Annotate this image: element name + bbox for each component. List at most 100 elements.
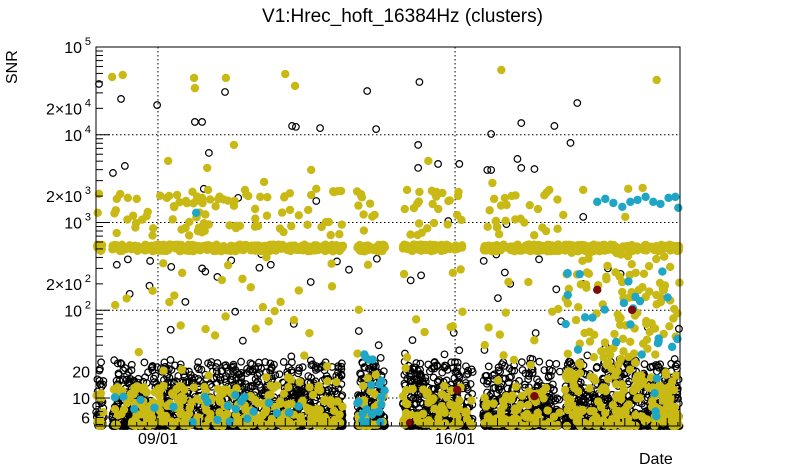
yellow-marker: [284, 383, 293, 392]
yellow-marker: [328, 187, 338, 196]
yellow-marker: [632, 394, 642, 403]
open-marker: [640, 360, 649, 369]
yellow-marker: [642, 319, 651, 329]
open-marker: [453, 358, 462, 367]
yellow-marker: [621, 212, 630, 222]
yellow-marker: [211, 202, 220, 211]
cyan-marker: [626, 197, 635, 207]
yellow-marker: [409, 203, 419, 213]
yellow-marker: [571, 409, 580, 418]
yellow-marker: [626, 337, 635, 347]
open-marker: [374, 341, 383, 350]
yellow-marker: [168, 215, 177, 224]
yellow-marker: [327, 259, 336, 268]
yellow-marker: [627, 259, 636, 269]
cyan-marker: [573, 345, 583, 354]
yellow-marker: [402, 353, 412, 362]
yellow-marker: [266, 390, 275, 399]
open-marker: [306, 356, 315, 365]
open-marker: [518, 366, 527, 374]
y-tick-label: 2×10: [46, 277, 82, 294]
yellow-marker: [275, 224, 285, 233]
cyan-marker: [618, 202, 627, 212]
yellow-marker: [127, 417, 137, 427]
open-marker: [218, 366, 227, 375]
yellow-marker: [554, 246, 563, 255]
cyan-marker: [635, 296, 645, 306]
yellow-marker: [443, 220, 452, 229]
open-marker: [545, 398, 554, 407]
open-marker: [517, 164, 526, 172]
yellow-marker: [513, 415, 522, 424]
yellow-marker: [363, 260, 373, 270]
yellow-marker: [317, 222, 326, 232]
open-marker: [414, 376, 422, 385]
yellow-marker: [652, 254, 661, 264]
yellow-marker: [458, 307, 467, 316]
yellow-marker: [128, 211, 138, 220]
cyan-marker: [600, 305, 609, 314]
yellow-marker: [280, 192, 289, 201]
yellow-marker: [665, 262, 675, 272]
yellow-marker: [402, 399, 412, 409]
yellow-marker: [246, 283, 255, 292]
open-marker: [287, 366, 296, 375]
open-marker: [194, 375, 203, 383]
yellow-marker: [142, 418, 152, 427]
yellow-marker: [511, 215, 520, 224]
yellow-marker: [574, 417, 583, 427]
open-marker: [406, 276, 415, 285]
open-marker: [140, 358, 149, 367]
yellow-marker: [246, 246, 256, 255]
yellow-marker: [612, 367, 622, 376]
cyan-marker: [664, 193, 673, 203]
open-marker: [583, 391, 592, 400]
yellow-marker: [353, 349, 362, 358]
cyan-marker: [294, 402, 303, 411]
yellow-marker: [511, 382, 521, 391]
open-marker: [254, 363, 263, 371]
yellow-marker: [323, 377, 332, 386]
y-tick-label: 6: [81, 410, 90, 427]
open-marker: [434, 160, 442, 168]
yellow-marker: [256, 192, 265, 202]
yellow-marker: [156, 417, 165, 426]
open-marker: [181, 297, 190, 306]
yellow-marker: [669, 385, 679, 395]
yellow-marker: [618, 334, 628, 344]
yellow-marker: [185, 403, 195, 413]
cyan-marker: [203, 397, 212, 407]
open-marker: [193, 363, 202, 372]
open-marker: [267, 364, 276, 373]
yellow-marker: [611, 268, 620, 277]
open-marker: [652, 361, 660, 369]
open-marker: [228, 376, 237, 384]
open-marker: [357, 370, 365, 379]
cyan-marker: [188, 418, 197, 427]
yellow-marker: [306, 165, 316, 175]
open-marker: [376, 353, 385, 362]
yellow-marker: [122, 294, 131, 303]
yellow-marker: [406, 230, 415, 239]
yellow-series: [92, 65, 684, 431]
yellow-marker: [221, 73, 231, 83]
yellow-marker: [264, 317, 273, 326]
cyan-marker: [362, 405, 371, 414]
cyan-marker: [377, 400, 386, 409]
yellow-marker: [356, 242, 365, 252]
yellow-marker: [574, 359, 584, 368]
cyan-marker: [667, 342, 677, 352]
yellow-marker: [163, 156, 173, 166]
chart-title: V1:Hrec_hoft_16384Hz (clusters): [262, 6, 543, 27]
cyan-marker: [654, 336, 663, 346]
yellow-marker: [623, 251, 633, 261]
yellow-marker: [162, 401, 172, 411]
yellow-marker: [217, 275, 227, 285]
yellow-marker: [184, 246, 194, 256]
yellow-marker: [501, 216, 510, 225]
yellow-marker: [508, 391, 517, 400]
yellow-marker: [96, 389, 106, 398]
open-marker: [337, 371, 346, 380]
yellow-marker: [235, 245, 244, 254]
open-marker: [517, 358, 526, 367]
